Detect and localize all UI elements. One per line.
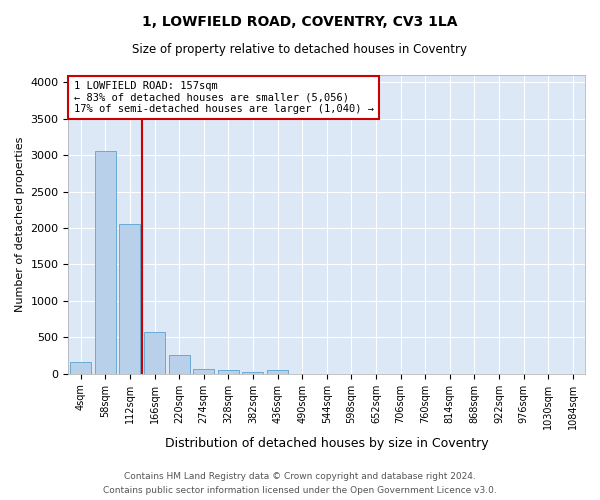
Text: Contains HM Land Registry data © Crown copyright and database right 2024.: Contains HM Land Registry data © Crown c… <box>124 472 476 481</box>
Text: 1, LOWFIELD ROAD, COVENTRY, CV3 1LA: 1, LOWFIELD ROAD, COVENTRY, CV3 1LA <box>142 15 458 29</box>
X-axis label: Distribution of detached houses by size in Coventry: Distribution of detached houses by size … <box>165 437 488 450</box>
Bar <box>119 224 140 374</box>
Text: 1 LOWFIELD ROAD: 157sqm
← 83% of detached houses are smaller (5,056)
17% of semi: 1 LOWFIELD ROAD: 157sqm ← 83% of detache… <box>74 81 374 114</box>
Bar <box>267 370 288 374</box>
Text: Contains public sector information licensed under the Open Government Licence v3: Contains public sector information licen… <box>103 486 497 495</box>
Bar <box>242 372 263 374</box>
Bar <box>218 370 239 374</box>
Bar <box>169 356 190 374</box>
Text: Size of property relative to detached houses in Coventry: Size of property relative to detached ho… <box>133 42 467 56</box>
Bar <box>70 362 91 374</box>
Bar <box>144 332 165 374</box>
Bar <box>95 151 116 374</box>
Y-axis label: Number of detached properties: Number of detached properties <box>15 136 25 312</box>
Bar <box>193 369 214 374</box>
